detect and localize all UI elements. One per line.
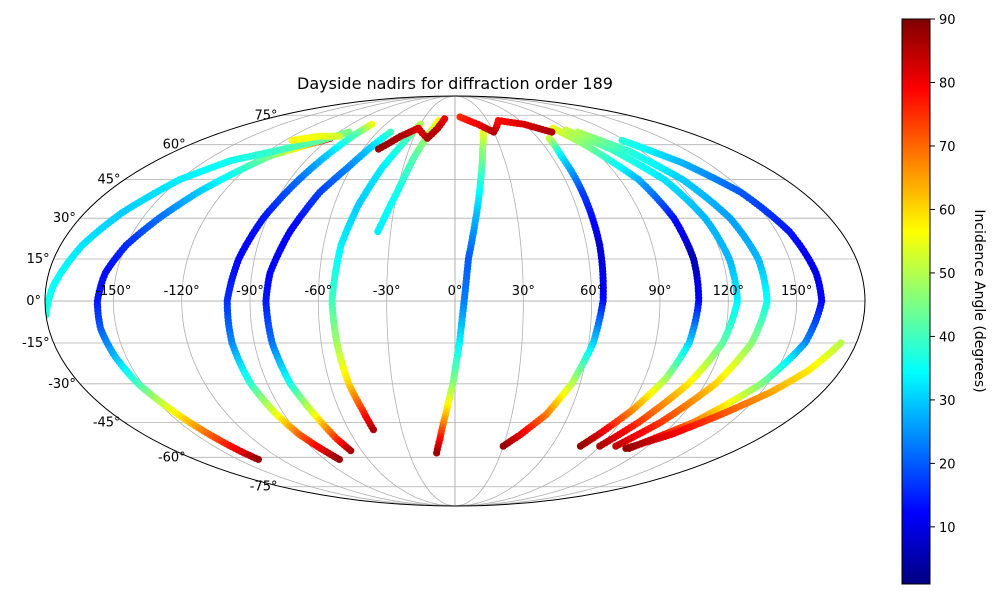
lon-tick-label: -90°: [236, 284, 264, 299]
data-series-3: [288, 132, 344, 145]
colorbar-tick-label: 10: [939, 521, 956, 536]
colorbar-gradient: [901, 18, 931, 585]
colorbar-tick-label: 30: [939, 394, 956, 409]
data-point: [288, 136, 296, 145]
colorbar-tick-label: 70: [939, 140, 956, 155]
colorbar-tick-label: 50: [939, 267, 956, 282]
data-point: [499, 442, 507, 450]
lon-tick-label: -120°: [164, 284, 200, 299]
lon-tick-label: 90°: [648, 284, 671, 299]
colorbar-tick-label: 60: [939, 203, 956, 218]
lat-tick-label: -75°: [250, 480, 278, 495]
data-point: [433, 449, 441, 457]
data-point: [347, 447, 355, 455]
lon-tick-label: 0°: [448, 284, 463, 299]
colorbar-label: Incidence Angle (degrees): [971, 209, 987, 392]
lon-tick-label: -30°: [373, 284, 401, 299]
lon-tick-label: 30°: [512, 284, 535, 299]
data-point: [369, 426, 378, 434]
chart-title: Dayside nadirs for diffraction order 189: [297, 74, 613, 93]
lat-tick-label: 45°: [98, 173, 121, 188]
data-series-5: [262, 128, 394, 455]
lon-tick-label: -150°: [95, 284, 131, 299]
colorbar-tick-label: 40: [939, 330, 956, 345]
data-point: [374, 145, 383, 153]
graticule-grid: [45, 96, 865, 506]
lat-tick-label: -60°: [158, 450, 186, 465]
lat-tick-label: -15°: [22, 336, 50, 351]
data-series-8: [433, 128, 488, 457]
lat-tick-label: 0°: [26, 294, 41, 309]
lat-tick-label: 60°: [163, 138, 186, 153]
data-series-14: [622, 339, 845, 453]
data-series-7: [374, 117, 443, 236]
lon-tick-label: -60°: [304, 284, 332, 299]
data-point: [576, 442, 585, 450]
data-point: [374, 228, 382, 236]
colorbar-ticks: 10 20 30 40 50 60 70 80 90: [930, 13, 956, 536]
data-point: [254, 455, 263, 464]
data-series-16: [456, 113, 556, 136]
data-point: [335, 455, 343, 464]
data-series-11: [562, 126, 742, 450]
lat-tick-label: -30°: [48, 377, 76, 392]
data-series-4: [223, 120, 376, 464]
data-points: [45, 113, 845, 464]
data-series-9: [499, 134, 607, 450]
data-series-10: [549, 124, 703, 450]
colorbar: 10 20 30 40 50 60 70 80 90 Incidence Angle (degr…: [901, 13, 987, 585]
data-point: [622, 444, 630, 453]
axis-tick-labels: -150° -120° -90° -60° -30° 0° 30° 60° 90° 120° 150…: [22, 108, 812, 494]
map-boundary: [44, 95, 866, 507]
lat-tick-label: 15°: [27, 252, 50, 267]
lat-tick-label: -45°: [93, 415, 121, 430]
colorbar-tick-label: 20: [939, 457, 956, 472]
data-series-1: [93, 134, 334, 464]
data-point: [548, 128, 556, 136]
lat-tick-label: 75°: [254, 108, 277, 123]
lon-tick-label: 120°: [713, 284, 744, 299]
lat-tick-label: 30°: [53, 211, 76, 226]
data-point: [612, 442, 620, 450]
colorbar-tick-label: 90: [939, 13, 956, 28]
data-series-15: [374, 115, 449, 153]
lon-tick-label: 150°: [781, 284, 812, 299]
data-series-12: [574, 128, 771, 450]
data-point: [596, 442, 604, 450]
colorbar-tick-label: 80: [939, 76, 956, 91]
data-series-6: [328, 120, 424, 434]
lon-tick-label: 60°: [580, 284, 603, 299]
